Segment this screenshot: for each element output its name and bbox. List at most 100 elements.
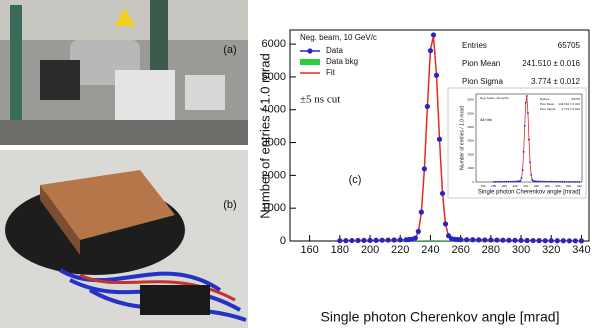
- inset-frame: [447, 87, 587, 199]
- stats-value: 241.510 ± 0.016: [522, 59, 580, 68]
- x-tick-label: 240: [421, 244, 439, 256]
- data-point: [563, 180, 566, 183]
- x-tick-label: 200: [361, 244, 379, 256]
- data-point: [436, 136, 443, 142]
- photo-a: [0, 0, 248, 145]
- inset-x-tick-label: 240: [523, 184, 528, 188]
- data-point: [521, 169, 524, 171]
- data-point: [497, 180, 499, 183]
- data-point: [470, 237, 476, 243]
- data-point: [367, 237, 373, 243]
- data-point: [561, 180, 564, 183]
- data-point: [542, 180, 544, 183]
- data-point: [527, 111, 529, 114]
- data-point: [520, 177, 523, 179]
- data-point: [535, 180, 538, 183]
- x-tick-label: 260: [451, 244, 469, 256]
- data-point: [442, 221, 449, 227]
- x-tick-label: 300: [512, 244, 530, 256]
- data-point: [506, 237, 512, 243]
- inset-y-tick-label: 4000: [467, 125, 474, 129]
- data-point: [500, 237, 506, 243]
- data-point: [578, 181, 581, 183]
- data-point: [343, 238, 349, 244]
- y-tick-label: 6000: [262, 38, 286, 50]
- inset-x-tick-label: 220: [513, 184, 518, 188]
- y-axis-label: Number of entries / 1.0 mrad: [257, 53, 272, 218]
- legend-label: Fit: [326, 68, 336, 77]
- data-point: [524, 237, 530, 244]
- x-tick-label: 340: [572, 244, 590, 256]
- data-point: [430, 32, 437, 38]
- inset-x-label: Single photon Cherenkov angle [mrad]: [478, 190, 581, 196]
- stats-key: Pion Mean: [462, 59, 500, 68]
- data-point: [548, 180, 551, 183]
- inset-y-label: Number of entries / 1.0 mrad: [459, 106, 465, 170]
- data-point: [578, 238, 585, 244]
- data-point: [501, 180, 504, 183]
- data-point: [522, 150, 525, 153]
- inset-x-tick-label: 280: [545, 184, 550, 188]
- y-tick-label: 4000: [262, 104, 286, 116]
- data-point: [536, 238, 542, 244]
- data-point: [505, 180, 508, 183]
- data-point: [439, 190, 446, 197]
- annotation: ±5 ns cut: [300, 94, 340, 106]
- data-point: [530, 237, 536, 244]
- data-point: [421, 166, 427, 172]
- data-point: [492, 180, 495, 183]
- stats-value: 3.774 ± 0.012: [531, 77, 580, 86]
- data-point: [373, 237, 379, 243]
- data-point: [355, 237, 361, 244]
- inset-x-tick-label: 260: [534, 184, 539, 188]
- inset-legend: Neg. beam, 10 GeV/c: [480, 96, 509, 100]
- x-tick-label: 280: [482, 244, 500, 256]
- data-point: [361, 237, 367, 244]
- data-point: [458, 237, 464, 243]
- data-point: [337, 238, 343, 244]
- data-point: [531, 178, 534, 181]
- data-point: [494, 237, 500, 243]
- data-point: [574, 181, 576, 183]
- data-point: [529, 161, 531, 164]
- y-tick-label: 2000: [262, 169, 286, 181]
- inset-stats-value: 3.774 ± 0.012: [562, 107, 581, 111]
- x-tick-label: 220: [391, 244, 409, 256]
- y-tick-label: 1000: [262, 202, 286, 214]
- data-point: [557, 180, 559, 183]
- data-point: [554, 238, 560, 244]
- inset-stats-key: Pion Mean: [540, 102, 555, 106]
- data-point: [565, 180, 568, 183]
- inset-x-tick-label: 300: [555, 184, 560, 188]
- data-point: [499, 180, 501, 183]
- legend-swatch: [307, 48, 313, 54]
- data-point: [512, 237, 518, 243]
- data-point: [567, 180, 570, 183]
- data-point: [569, 180, 572, 183]
- inset-stats-key: Entries: [540, 97, 550, 101]
- stats-value: 65705: [558, 41, 581, 50]
- data-point: [566, 238, 572, 244]
- inset-stats-value: 241.510 ± 0.016: [558, 102, 580, 106]
- data-point: [464, 237, 470, 243]
- inset-note: All hits: [480, 117, 492, 122]
- data-point: [544, 180, 546, 183]
- data-point: [514, 180, 516, 183]
- data-point: [391, 237, 397, 243]
- data-point: [424, 103, 431, 110]
- data-point: [349, 237, 355, 244]
- data-point: [418, 209, 424, 215]
- panel-label: (c): [349, 174, 362, 186]
- photo-b: [0, 150, 248, 328]
- data-point: [518, 237, 524, 244]
- data-point: [548, 238, 554, 244]
- data-point: [576, 181, 579, 183]
- x-tick-label: 180: [331, 244, 349, 256]
- panel-label: (a): [223, 44, 236, 56]
- inset-y-tick-label: 1000: [467, 166, 474, 170]
- inset-x-tick-label: 200: [502, 184, 507, 188]
- data-point: [427, 48, 434, 54]
- data-point: [537, 180, 540, 183]
- stats-key: Pion Sigma: [462, 77, 503, 86]
